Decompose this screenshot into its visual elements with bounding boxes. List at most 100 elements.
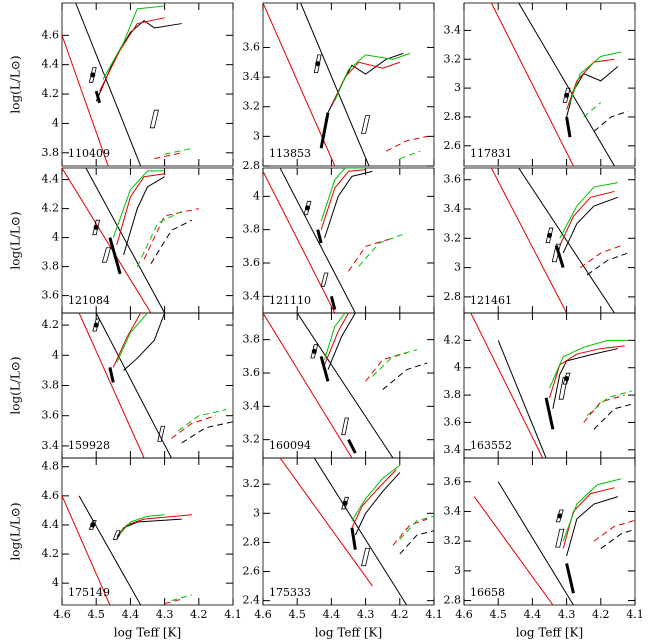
y-tick-label: 3.6 bbox=[243, 40, 261, 53]
track bbox=[365, 352, 407, 382]
track bbox=[136, 211, 182, 267]
track bbox=[319, 112, 330, 149]
track bbox=[116, 518, 182, 540]
track bbox=[263, 171, 336, 313]
panel: 2.6 2.8 3 3.2 3.4 117831 bbox=[444, 2, 636, 167]
panel-label: 110409 bbox=[68, 147, 110, 160]
star-point bbox=[564, 92, 570, 98]
track bbox=[324, 313, 349, 365]
track bbox=[102, 5, 165, 80]
panel-label: 175149 bbox=[68, 586, 110, 599]
y-tick-label: 3.4 bbox=[444, 504, 462, 517]
y-axis-label: log(L/L⊙) bbox=[9, 356, 23, 414]
track bbox=[177, 409, 227, 432]
track bbox=[559, 190, 615, 246]
track bbox=[329, 295, 337, 311]
panel-frame bbox=[463, 2, 636, 167]
x-tick-label: 4.4 bbox=[122, 608, 140, 621]
track bbox=[85, 168, 166, 313]
track bbox=[119, 514, 165, 535]
plot-area bbox=[62, 495, 193, 605]
y-tick-label: 4.2 bbox=[444, 333, 462, 346]
track bbox=[279, 458, 373, 587]
track bbox=[579, 245, 622, 269]
track bbox=[316, 229, 323, 244]
track bbox=[399, 150, 421, 160]
x-tick-label: 4.5 bbox=[288, 608, 306, 621]
star-point bbox=[311, 348, 317, 354]
track bbox=[300, 3, 370, 166]
y-tick-label: 4 bbox=[52, 116, 59, 129]
y-tick-label: 3.6 bbox=[444, 173, 462, 186]
y-tick-label: 3.6 bbox=[444, 475, 462, 488]
track bbox=[586, 252, 629, 276]
track bbox=[490, 3, 574, 166]
track bbox=[593, 402, 635, 430]
track bbox=[569, 51, 622, 103]
error-diamond bbox=[92, 219, 101, 236]
error-diamond bbox=[112, 530, 121, 540]
track bbox=[583, 394, 625, 423]
plot-area bbox=[62, 3, 193, 166]
track bbox=[354, 472, 401, 536]
y-tick-label: 3.6 bbox=[42, 289, 60, 302]
track bbox=[279, 168, 356, 313]
plot-area bbox=[78, 313, 233, 458]
panel: 3.4 3.6 3.8 4 121110 bbox=[243, 167, 435, 314]
x-tick-label: 4.5 bbox=[87, 608, 105, 621]
track bbox=[164, 598, 182, 605]
panel: 4 4.2 4.4 4.6 4.8 4.6 4.5 4.4 4.3 4.2 4.1 175149 log… bbox=[9, 457, 242, 640]
x-tick-label: 4.6 bbox=[254, 608, 272, 621]
track bbox=[320, 169, 366, 230]
x-tick-label: 4.6 bbox=[53, 608, 71, 621]
star-point bbox=[304, 205, 310, 211]
track bbox=[95, 313, 172, 458]
track bbox=[565, 563, 575, 594]
panel-frame bbox=[463, 457, 636, 606]
plot-area bbox=[490, 168, 629, 313]
y-tick-label: 3.8 bbox=[42, 146, 60, 159]
y-axis-label: log(L/L⊙) bbox=[9, 211, 23, 269]
error-diamond bbox=[551, 243, 561, 263]
track bbox=[392, 518, 428, 546]
track bbox=[562, 487, 615, 549]
y-tick-label: 3.6 bbox=[444, 415, 462, 428]
y-tick-label: 3.4 bbox=[444, 202, 462, 215]
y-tick-label: 3.2 bbox=[444, 534, 462, 547]
track bbox=[320, 168, 366, 222]
y-tick-label: 4 bbox=[52, 348, 59, 361]
y-tick-label: 3 bbox=[454, 261, 461, 274]
panel-label: 163552 bbox=[470, 439, 512, 452]
track bbox=[108, 367, 115, 383]
track bbox=[150, 219, 193, 264]
y-tick-label: 2.8 bbox=[444, 110, 462, 123]
track bbox=[559, 182, 618, 239]
panel-frame bbox=[262, 312, 435, 459]
track bbox=[171, 415, 217, 439]
x-tick-label: 4.3 bbox=[156, 608, 174, 621]
y-tick-label: 3.4 bbox=[243, 70, 261, 83]
y-axis-label: log(L/L⊙) bbox=[9, 502, 23, 560]
x-axis-label: log Teff [K] bbox=[516, 626, 583, 640]
track bbox=[351, 469, 397, 529]
y-tick-label: 3 bbox=[253, 129, 260, 142]
error-diamond bbox=[320, 272, 329, 287]
y-tick-label: 2.6 bbox=[444, 139, 462, 152]
y-tick-label: 3.4 bbox=[444, 23, 462, 36]
track bbox=[473, 496, 554, 605]
track bbox=[123, 176, 165, 256]
y-tick-label: 2.4 bbox=[243, 594, 261, 607]
plot-area bbox=[470, 313, 635, 458]
track bbox=[263, 3, 336, 166]
panel-frame bbox=[463, 312, 636, 459]
y-tick-label: 3.2 bbox=[243, 100, 261, 113]
y-tick-label: 3.2 bbox=[444, 52, 462, 65]
track bbox=[95, 19, 182, 102]
plot-area bbox=[62, 168, 199, 313]
panel-frame bbox=[61, 457, 234, 606]
track bbox=[78, 495, 142, 605]
track bbox=[154, 152, 182, 160]
y-tick-label: 2.8 bbox=[243, 535, 261, 548]
track bbox=[116, 313, 148, 364]
track bbox=[347, 438, 357, 454]
